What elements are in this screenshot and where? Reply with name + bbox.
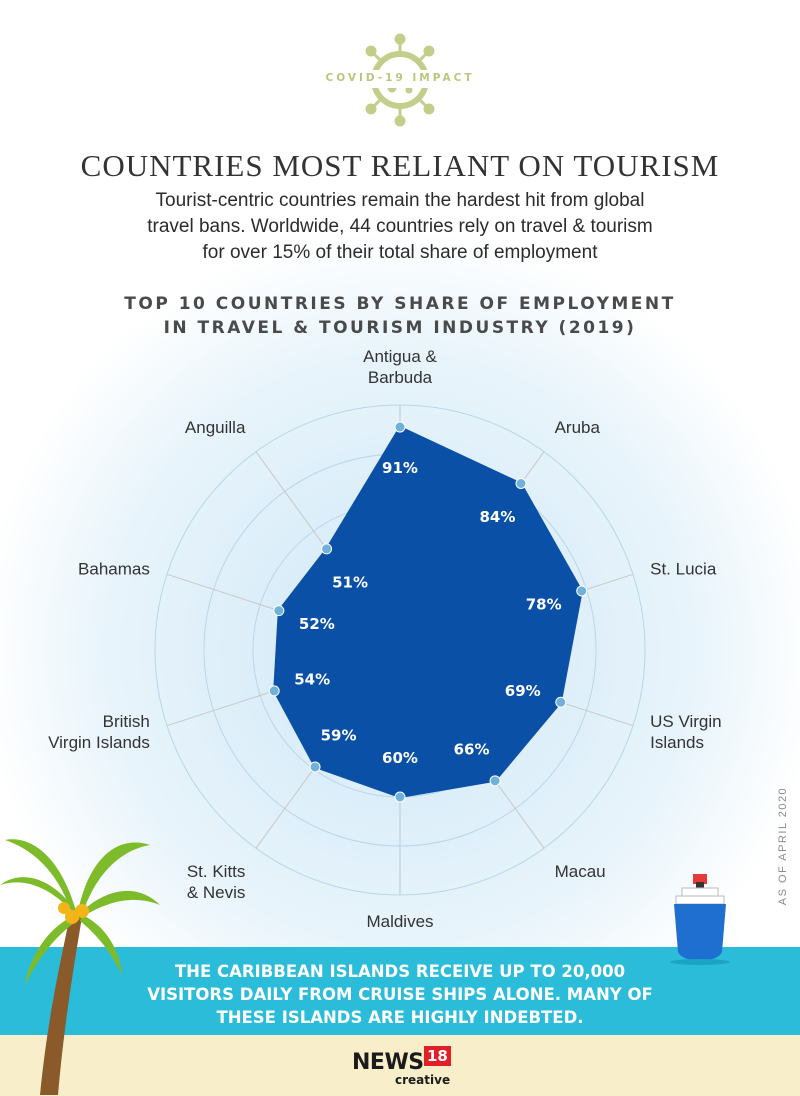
value-label: 84% (480, 508, 516, 526)
category-label: Antigua & Barbuda (363, 347, 437, 387)
news18-logo: NEWS 18 creative (352, 1046, 452, 1090)
banner-line: VISITORS DAILY FROM CRUISE SHIPS ALONE. … (147, 985, 653, 1004)
subtitle-line: for over 15% of their total share of emp… (202, 242, 598, 263)
category-label: British Virgin Islands (48, 712, 150, 752)
data-point (515, 478, 527, 490)
category-label: Bahamas (78, 560, 150, 579)
value-label: 52% (299, 615, 335, 633)
category-label: US Virgin Islands (650, 712, 722, 752)
value-label: 69% (505, 682, 541, 700)
category-label: Aruba (555, 418, 601, 437)
subtitle-line: Tourist-centric countries remain the har… (155, 190, 645, 211)
value-label: 59% (321, 727, 357, 745)
radar-points (268, 421, 588, 803)
data-point (268, 685, 280, 697)
side-note-text: AS OF APRIL 2020 (777, 786, 789, 906)
banner-line: THESE ISLANDS ARE HIGHLY INDEBTED. (216, 1008, 584, 1027)
value-label: 91% (382, 459, 418, 477)
value-label: 51% (332, 573, 368, 591)
badge-text: COVID-19 IMPACT (325, 72, 475, 84)
side-note: AS OF APRIL 2020 (773, 780, 793, 920)
category-label: Anguilla (185, 418, 246, 437)
data-point (394, 421, 406, 433)
data-point (273, 605, 285, 617)
page-title: COUNTRIES MOST RELIANT ON TOURISM (80, 148, 720, 183)
chart-title: TOP 10 COUNTRIES BY SHARE OF EMPLOYMENT … (60, 292, 740, 340)
virus-icon (320, 33, 480, 127)
category-label: St. Kitts & Nevis (187, 862, 246, 902)
radar-chart: 91% 84% 78% 69% 66% 60% 59% 54% 52% 51% Antigua &… (48, 347, 722, 931)
logo-brand: NEWS (352, 1050, 424, 1075)
data-point (576, 585, 588, 597)
subtitle-line: travel bans. Worldwide, 44 countries rel… (147, 216, 653, 237)
data-point (321, 543, 333, 555)
chart-title-line: TOP 10 COUNTRIES BY SHARE OF EMPLOYMENT (124, 294, 676, 314)
value-label: 78% (526, 595, 562, 613)
logo-number: 18 (424, 1046, 451, 1066)
category-labels: Antigua & Barbuda Aruba St. Lucia US Virgin I… (48, 347, 722, 931)
sea-band (0, 947, 800, 1035)
category-label: St. Lucia (650, 560, 717, 579)
banner-text: THE CARIBBEAN ISLANDS RECEIVE UP TO 20,0… (120, 960, 680, 1029)
chart-title-line: IN TRAVEL & TOURISM INDUSTRY (2019) (163, 318, 637, 338)
category-label: Maldives (366, 912, 433, 931)
palm-tree-icon (0, 839, 160, 1095)
subtitle: Tourist-centric countries remain the har… (100, 188, 700, 266)
logo-sub: creative (395, 1073, 451, 1087)
data-point (489, 775, 501, 787)
data-point (394, 791, 406, 803)
value-labels: 91% 84% 78% 69% 66% 60% 59% 54% 52% 51% (294, 459, 561, 767)
banner-line: THE CARIBBEAN ISLANDS RECEIVE UP TO 20,0… (174, 962, 626, 981)
data-point (309, 761, 321, 773)
sand-band (0, 1035, 800, 1096)
value-label: 54% (294, 671, 330, 689)
data-point (555, 696, 567, 708)
category-label: Macau (555, 862, 606, 881)
cruise-ship-icon (670, 874, 730, 965)
value-label: 66% (454, 740, 490, 758)
value-label: 60% (382, 749, 418, 767)
